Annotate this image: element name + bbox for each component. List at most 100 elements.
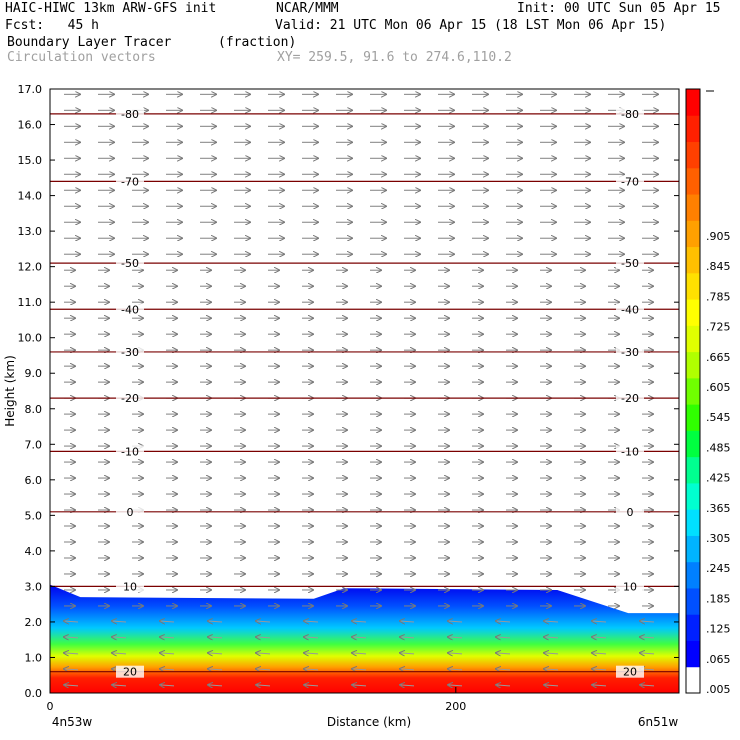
colorbar-swatch <box>686 167 700 195</box>
colorbar-frame <box>685 88 701 694</box>
wind-vector <box>160 637 175 638</box>
colorbar-swatch <box>686 272 700 300</box>
wind-vector <box>208 669 223 670</box>
contour-label: -70 <box>621 175 639 188</box>
wind-vector <box>112 653 127 654</box>
contour-label-bg <box>116 580 144 593</box>
wind-vector <box>352 637 367 638</box>
contour-label-bg <box>616 345 644 358</box>
colorbar-swatch <box>686 561 700 589</box>
contour-label: -30 <box>621 346 639 359</box>
wind-vector <box>640 685 655 686</box>
x-end-location: 6n51w <box>638 715 679 729</box>
tracer-fill <box>50 584 679 693</box>
colorbar-swatch <box>686 404 700 431</box>
tracer-area <box>50 584 679 693</box>
colorbar-label: .485 <box>706 441 731 454</box>
contour-label-bg <box>116 345 144 358</box>
y-tick-label: 5.0 <box>25 509 43 522</box>
wind-vector <box>400 669 415 670</box>
wind-vector <box>64 621 79 622</box>
wind-vector <box>448 653 463 654</box>
contour-label-bg <box>616 107 644 120</box>
x-start-location: 4n53w <box>52 715 93 729</box>
wind-vector <box>160 653 175 654</box>
contour-label: -80 <box>121 108 139 121</box>
colorbar-label: .365 <box>706 502 731 515</box>
contour-label: -10 <box>121 445 139 458</box>
xy-coords: XY= 259.5, 91.6 to 274.6,110.2 <box>277 50 512 65</box>
y-tick-label: 16.0 <box>18 119 43 132</box>
wind-vector <box>400 637 415 638</box>
wind-vector <box>400 653 415 654</box>
wind-vector <box>544 653 559 654</box>
wind-vector <box>544 637 559 638</box>
contour-label-bg <box>116 505 144 518</box>
wind-vector <box>160 669 175 670</box>
wind-vector <box>256 637 271 638</box>
wind-vector <box>496 653 511 654</box>
y-tick-label: 13.0 <box>18 225 43 238</box>
wind-vector <box>256 653 271 654</box>
contour-label: 20 <box>123 666 137 679</box>
wind-vector <box>64 653 79 654</box>
contour-label-bg <box>616 392 644 405</box>
contour-label: -80 <box>621 108 639 121</box>
wind-vector <box>304 653 319 654</box>
y-tick-label: 2.0 <box>25 616 43 629</box>
contour-label: 10 <box>123 580 137 593</box>
wind-vector <box>448 685 463 686</box>
wind-vector <box>112 685 127 686</box>
colorbar-swatch <box>686 89 700 116</box>
colorbar-label: .725 <box>706 321 731 334</box>
wind-vector <box>160 685 175 686</box>
y-tick-label: 8.0 <box>25 403 43 416</box>
contour-label-bg <box>116 303 144 316</box>
y-tick-label: 15.0 <box>18 154 43 167</box>
colorbar-swatch <box>686 299 700 326</box>
wind-vector <box>592 685 607 686</box>
y-tick-label: 4.0 <box>25 545 43 558</box>
contour-label: -70 <box>121 175 139 188</box>
field-units: (fraction) <box>218 35 297 50</box>
colorbar-swatch <box>686 194 700 221</box>
colorbar-label: .665 <box>706 351 731 364</box>
y-tick-label: 12.0 <box>18 261 43 274</box>
contour-label-bg <box>116 257 144 270</box>
y-tick-label: 10.0 <box>18 332 43 345</box>
wind-vector <box>352 669 367 670</box>
colorbar-label: .905 <box>706 230 731 243</box>
y-tick-label: 11.0 <box>18 296 43 309</box>
wind-vector <box>592 653 607 654</box>
wind-vector <box>400 685 415 686</box>
wind-vector <box>160 621 175 622</box>
colorbar-label: .125 <box>706 623 731 636</box>
y-tick-label: 6.0 <box>25 474 43 487</box>
colorbar-swatch <box>686 377 700 405</box>
model-title: HAIC-HIWC 13km ARW-GFS init <box>5 1 217 16</box>
wind-vector <box>64 637 79 638</box>
colorbar-label: .305 <box>706 532 731 545</box>
contour-label: -10 <box>621 445 639 458</box>
wind-vector <box>304 621 319 622</box>
colorbar-label: .065 <box>706 653 731 666</box>
contour-label: -20 <box>121 392 139 405</box>
y-tick-label: 14.0 <box>18 190 43 203</box>
wind-vector <box>640 637 655 638</box>
init-time: Init: 00 UTC Sun 05 Apr 15 <box>517 1 721 16</box>
colorbar-swatch <box>686 351 700 379</box>
contour-label: -50 <box>121 257 139 270</box>
contour-label: 10 <box>623 580 637 593</box>
y-axis-label: Height (km) <box>3 355 17 426</box>
colorbar-label: .545 <box>706 411 731 424</box>
wind-vector <box>448 669 463 670</box>
x-axis-label: Distance (km) <box>327 715 411 729</box>
wind-vector <box>64 685 79 686</box>
colorbar-label: .425 <box>706 472 731 485</box>
y-tick-label: 0.0 <box>25 687 43 700</box>
wind-vector <box>64 669 79 670</box>
y-axis: 0.0 1.0 2.0 3.0 4.0 5.0 6.0 7.0 8.0 9.0 10.0 11.0 12… <box>18 83 679 700</box>
wind-vector <box>256 669 271 670</box>
colorbar-swatch <box>686 535 700 563</box>
colorbar-swatch <box>686 587 700 615</box>
